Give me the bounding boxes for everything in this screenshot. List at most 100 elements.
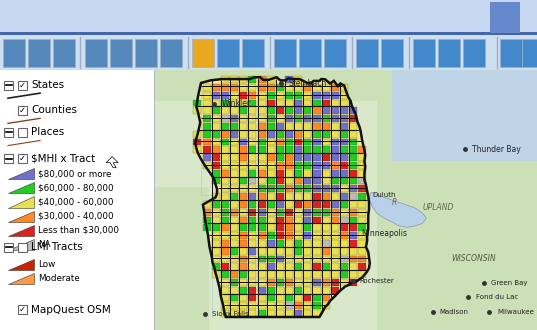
Bar (294, 216, 302, 223)
Bar (267, 255, 275, 262)
Bar (239, 170, 247, 177)
Bar (349, 131, 357, 138)
Bar (322, 279, 330, 286)
Bar (285, 287, 293, 294)
Text: File: File (4, 324, 21, 330)
Bar (340, 209, 348, 215)
Bar (248, 302, 257, 309)
Bar (202, 154, 211, 161)
Bar (294, 209, 302, 215)
Bar (294, 271, 302, 278)
Bar (248, 139, 257, 146)
Text: Database: Database (63, 324, 113, 330)
Bar (239, 92, 247, 99)
Polygon shape (8, 196, 34, 208)
Bar (294, 279, 302, 286)
Bar (313, 279, 321, 286)
Bar (267, 201, 275, 208)
Bar (322, 255, 330, 262)
Bar (276, 310, 284, 317)
Bar (221, 92, 229, 99)
Bar (239, 185, 247, 192)
Bar (248, 76, 257, 83)
Bar (221, 115, 229, 122)
Bar (313, 131, 321, 138)
Bar (212, 193, 220, 200)
Bar (276, 107, 284, 114)
Bar (248, 162, 257, 169)
Bar (303, 146, 311, 153)
Bar (331, 154, 339, 161)
Bar (322, 287, 330, 294)
Bar (331, 107, 339, 114)
Bar (299, 39, 321, 67)
Bar (239, 224, 247, 231)
Bar (267, 248, 275, 254)
Bar (331, 240, 339, 247)
Bar (313, 232, 321, 239)
Bar (248, 170, 257, 177)
Bar (202, 100, 211, 106)
Bar (258, 115, 266, 122)
Bar (294, 92, 302, 99)
Bar (313, 287, 321, 294)
Bar (331, 162, 339, 169)
Bar (258, 185, 266, 192)
Bar (340, 232, 348, 239)
Bar (258, 295, 266, 301)
Bar (313, 295, 321, 301)
Bar (239, 107, 247, 114)
Bar (258, 84, 266, 91)
Bar (212, 178, 220, 184)
Bar (4, 243, 13, 252)
Bar (322, 216, 330, 223)
Polygon shape (106, 157, 118, 168)
Bar (340, 263, 348, 270)
Bar (358, 232, 366, 239)
Bar (258, 209, 266, 215)
Bar (276, 255, 284, 262)
Bar (258, 240, 266, 247)
Bar (258, 170, 266, 177)
Bar (267, 263, 275, 270)
Bar (358, 178, 366, 184)
Text: $40,000 - 60,000: $40,000 - 60,000 (38, 197, 113, 207)
Bar (340, 115, 348, 122)
Bar (331, 263, 339, 270)
Bar (313, 216, 321, 223)
Bar (230, 216, 238, 223)
Bar (248, 224, 257, 231)
Bar (313, 139, 321, 146)
Bar (267, 146, 275, 153)
Bar (285, 92, 293, 99)
Bar (294, 263, 302, 270)
Bar (303, 310, 311, 317)
Bar (258, 178, 266, 184)
Bar (322, 107, 330, 114)
Bar (322, 302, 330, 309)
Bar (267, 216, 275, 223)
Bar (239, 240, 247, 247)
Bar (285, 302, 293, 309)
Bar (248, 216, 257, 223)
Bar (258, 310, 266, 317)
Polygon shape (370, 192, 426, 227)
Bar (324, 39, 346, 67)
Bar (202, 216, 211, 223)
Text: Fond du Lac: Fond du Lac (476, 294, 518, 301)
Bar (276, 193, 284, 200)
Bar (212, 232, 220, 239)
Bar (285, 193, 293, 200)
Bar (331, 178, 339, 184)
Bar (349, 193, 357, 200)
Bar (267, 224, 275, 231)
Bar (340, 178, 348, 184)
Bar (349, 123, 357, 130)
Bar (221, 162, 229, 169)
Bar (303, 201, 311, 208)
Bar (248, 115, 257, 122)
Bar (248, 84, 257, 91)
Bar (331, 100, 339, 106)
Bar (313, 224, 321, 231)
Bar (248, 271, 257, 278)
